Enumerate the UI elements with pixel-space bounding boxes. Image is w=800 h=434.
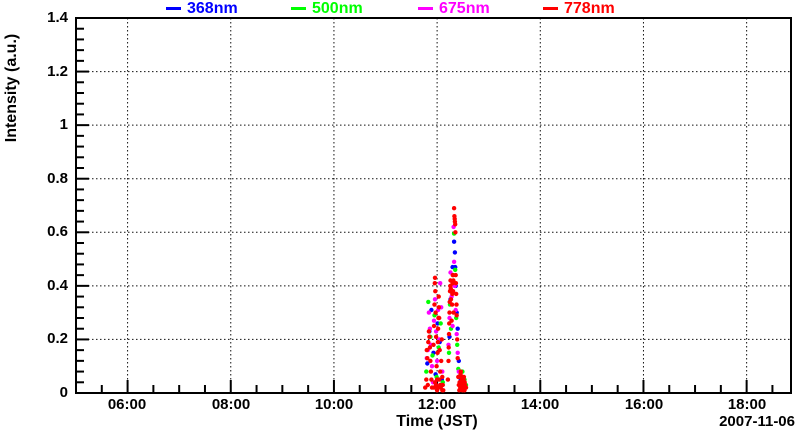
legend-entry-778nm: 778nm (543, 0, 615, 17)
legend-marker-500nm (291, 7, 306, 10)
legend-label-778nm: 778nm (564, 0, 615, 17)
x-tick-label-1000: 10:00 (314, 396, 354, 413)
x-tick-label-1600: 16:00 (624, 396, 664, 413)
y-tick-label-0: 0 (59, 384, 68, 401)
legend-label-675nm: 675nm (439, 0, 490, 17)
x-tick-label-1400: 14:00 (520, 396, 560, 413)
y-tick-label-0_8: 0.8 (47, 170, 68, 187)
legend-entry-500nm: 500nm (291, 0, 363, 17)
date-label: 2007-11-06 (719, 413, 795, 430)
y-tick-label-0_4: 0.4 (47, 277, 68, 294)
y-tick-label-1: 1 (59, 116, 68, 133)
y-axis-title: Intensity (a.u.) (3, 33, 20, 143)
legend-label-500nm: 500nm (312, 0, 363, 17)
legend-entry-368nm: 368nm (166, 0, 238, 17)
legend-label-368nm: 368nm (187, 0, 238, 17)
x-tick-label-0800: 08:00 (211, 396, 251, 413)
y-tick-label-0_2: 0.2 (47, 330, 68, 347)
legend-marker-368nm (166, 7, 181, 10)
y-tick-label-1_4: 1.4 (47, 9, 68, 26)
x-tick-label-1800: 18:00 (727, 396, 767, 413)
legend-marker-778nm (543, 7, 558, 10)
x-tick-label-0600: 06:00 (107, 396, 147, 413)
y-tick-label-1_2: 1.2 (47, 63, 68, 80)
legend-marker-675nm (418, 7, 433, 10)
x-tick-label-1200: 12:00 (417, 396, 457, 413)
x-axis-title: Time (JST) (396, 413, 478, 430)
y-tick-label-0_6: 0.6 (47, 223, 68, 240)
legend-entry-675nm: 675nm (418, 0, 490, 17)
